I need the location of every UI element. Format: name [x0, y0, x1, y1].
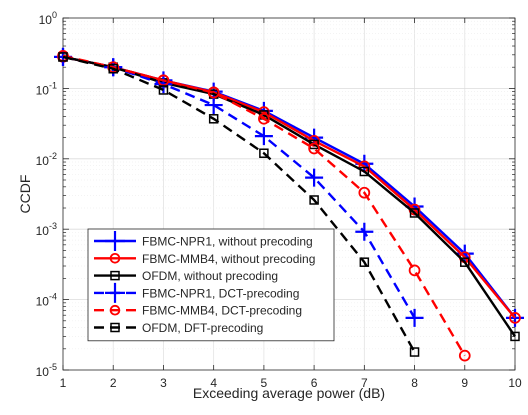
data-point [509, 312, 521, 324]
data-point [305, 168, 324, 187]
legend-box [87, 228, 335, 342]
x-tick-label: 1 [60, 376, 67, 390]
series-line [62, 55, 416, 353]
data-point [309, 195, 319, 205]
legend-label: OFDM, DFT-precoding [142, 321, 263, 335]
x-tick-label: 6 [311, 376, 318, 390]
data-point [408, 264, 421, 277]
legend-entry: OFDM, without precoding [94, 269, 278, 283]
series-6 [58, 52, 420, 357]
legend-label: FBMC-MMB4, without precoding [142, 252, 315, 266]
x-tick-label: 3 [160, 376, 167, 390]
y-axis-label: CCDF [17, 175, 33, 214]
series-5 [57, 49, 471, 362]
series-4 [54, 47, 424, 327]
data-point [58, 52, 68, 62]
x-tick-label: 8 [411, 376, 418, 390]
data-point [207, 86, 220, 99]
legend-entry: FBMC-NPR1, DCT-precoding [94, 282, 299, 303]
legend-marker [109, 252, 121, 264]
legend-marker [105, 282, 125, 303]
data-point [259, 148, 269, 158]
legend-label: OFDM, without precoding [142, 269, 278, 283]
data-point [158, 85, 169, 95]
legend-entry: OFDM, DFT-precoding [94, 321, 263, 335]
axis-ticks: 1 2 3 4 5 6 7 8 9 10 100 10-1 10-2 10-3 10-4 10-5 [36, 10, 522, 390]
data-point [204, 96, 223, 115]
legend-label: FBMC-NPR1, DCT-precoding [142, 286, 299, 300]
legend-entry: FBMC-MMB4, DCT-precoding [94, 304, 302, 318]
y-tick-label: 10-2 [36, 151, 57, 168]
y-tick-label: 10-3 [36, 221, 57, 238]
data-point [108, 64, 118, 74]
data-point [154, 75, 173, 94]
legend-marker [105, 231, 125, 251]
legend-marker [110, 322, 120, 333]
data-point [460, 257, 470, 267]
legend-label: FBMC-NPR1, without precoding [142, 235, 313, 249]
legend: FBMC-NPR1, without precoding FBMC-MMB4, w… [87, 228, 335, 342]
legend-label: FBMC-MMB4, DCT-precoding [142, 304, 302, 318]
y-tick-label: 10-4 [36, 292, 57, 309]
data-point [409, 208, 420, 218]
x-tick-label: 7 [361, 376, 368, 390]
data-point [208, 114, 219, 124]
data-point [358, 186, 371, 199]
data-point [308, 142, 320, 155]
data-point [455, 244, 474, 263]
data-point [359, 257, 370, 267]
series-line [62, 55, 416, 319]
series-line [62, 54, 466, 357]
plot-area [62, 17, 516, 371]
legend-marker [110, 270, 120, 281]
data-point [254, 127, 273, 146]
data-point [458, 349, 471, 362]
y-tick-label: 10-5 [36, 362, 57, 379]
data-point [355, 222, 374, 241]
x-tick-label: 5 [261, 376, 268, 390]
x-tick-label: 4 [210, 376, 217, 390]
data-point [359, 166, 370, 177]
x-tick-label: 2 [110, 376, 117, 390]
data-point [409, 347, 420, 357]
data-point [405, 308, 424, 327]
y-tick-label: 100 [39, 10, 57, 27]
series-lines [54, 47, 524, 362]
legend-marker [109, 304, 121, 316]
y-tick-label: 10-1 [36, 80, 57, 97]
data-point [258, 112, 270, 125]
series-line [62, 55, 516, 338]
x-tick-label: 10 [508, 376, 522, 390]
legend-entry: FBMC-NPR1, without precoding [94, 231, 313, 251]
legend-entry: FBMC-MMB4, without precoding [94, 252, 315, 266]
x-tick-label: 9 [461, 376, 468, 390]
data-point [510, 331, 520, 342]
x-axis-label: Exceeding average power (dB) [193, 385, 385, 401]
